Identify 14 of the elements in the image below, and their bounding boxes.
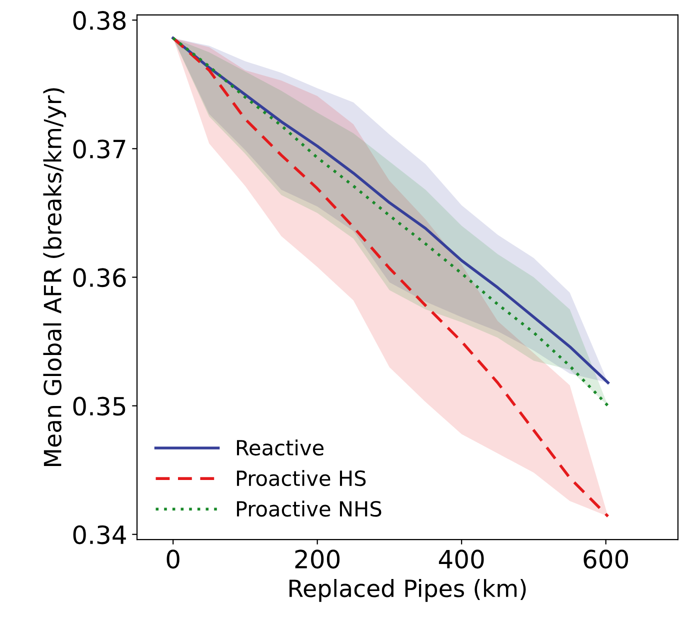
x-tick-label: 600: [584, 550, 628, 569]
y-axis-title: Mean Global AFR (breaks/km/yr): [43, 88, 66, 466]
x-tick-label: 0: [166, 550, 180, 569]
x-tick-label: 200: [295, 550, 340, 569]
x-tick-label: 400: [438, 550, 484, 569]
legend-label: Reactive: [236, 439, 324, 456]
legend-label: Proactive HS: [236, 470, 366, 486]
legend-label: Proactive NHS: [236, 500, 382, 517]
y-tick-label: 0.35: [73, 396, 126, 416]
y-tick-label: 0.34: [73, 525, 126, 544]
x-axis-title: Replaced Pipes (km): [290, 578, 526, 602]
y-tick-label: 0.36: [73, 268, 126, 288]
y-tick-label: 0.38: [73, 11, 126, 30]
y-tick-label: 0.37: [73, 140, 126, 159]
